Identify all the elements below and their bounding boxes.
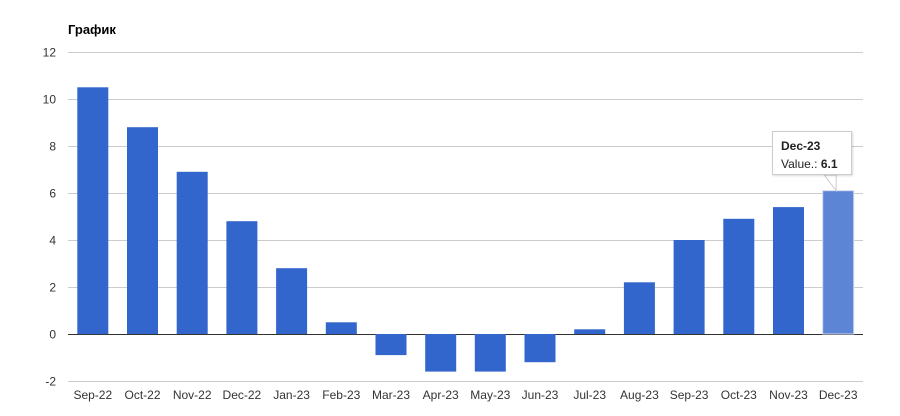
x-tick-label: Sep-22 <box>73 388 112 402</box>
chart-title: График <box>68 22 116 37</box>
bar-dec-22[interactable] <box>226 221 258 334</box>
y-axis-ticks: -2 0 2 4 6 8 10 12 <box>43 46 57 389</box>
bar-oct-22[interactable] <box>127 127 158 334</box>
x-tick-label: Mar-23 <box>372 388 410 402</box>
x-tick-label: Jun-23 <box>522 388 559 402</box>
bar-dec-23[interactable] <box>822 190 855 335</box>
x-tick-label: Jan-23 <box>273 388 310 402</box>
bar-jun-23[interactable] <box>524 334 556 363</box>
bar-oct-23[interactable] <box>723 218 755 334</box>
x-tick-label: Sep-23 <box>670 388 709 402</box>
x-tick-label: Dec-23 <box>819 388 858 402</box>
bar-aug-23[interactable] <box>623 282 655 334</box>
tooltip-value: 6.1 <box>820 157 838 171</box>
bar-nov-22[interactable] <box>176 171 208 334</box>
bar-feb-23[interactable] <box>325 322 357 335</box>
tooltip-value-label: Value.: <box>781 157 818 171</box>
tooltip-pointer <box>823 174 837 193</box>
x-tick-label: Oct-22 <box>124 388 160 402</box>
x-tick-label: Nov-22 <box>173 388 212 402</box>
x-tick-label: May-23 <box>470 388 510 402</box>
tooltip-value-row: Value.: 6.1 <box>781 157 851 171</box>
y-tick-label: -2 <box>45 375 56 389</box>
x-tick-label: Feb-23 <box>322 388 360 402</box>
tooltip: Dec-23 Value.: 6.1 <box>772 131 852 175</box>
y-tick-label: 4 <box>49 234 56 248</box>
x-tick-label: Apr-23 <box>423 388 459 402</box>
y-tick-label: 12 <box>43 46 57 60</box>
x-tick-label: Dec-22 <box>223 388 262 402</box>
x-axis-ticks: Sep-22 Oct-22 Nov-22 Dec-22 Jan-23 Feb-23 Mar-… <box>73 388 857 402</box>
bar-jan-23[interactable] <box>276 268 308 334</box>
x-tick-label: Oct-23 <box>721 388 757 402</box>
bar-sep-23[interactable] <box>673 240 705 334</box>
x-tick-label: Aug-23 <box>620 388 659 402</box>
bars <box>77 87 855 372</box>
tooltip-title: Dec-23 <box>781 139 821 153</box>
bar-apr-23[interactable] <box>425 334 457 372</box>
y-tick-label: 8 <box>49 140 56 154</box>
tooltip-arrow <box>823 174 837 193</box>
y-tick-label: 0 <box>49 328 56 342</box>
bar-jul-23[interactable] <box>574 329 606 334</box>
bar-mar-23[interactable] <box>375 334 407 356</box>
y-tick-label: 2 <box>49 281 56 295</box>
bar-nov-23[interactable] <box>773 207 804 334</box>
x-tick-label: Nov-23 <box>769 388 808 402</box>
bar-may-23[interactable] <box>474 334 506 372</box>
y-tick-label: 10 <box>43 93 57 107</box>
bar-sep-22[interactable] <box>77 87 109 335</box>
y-tick-label: 6 <box>49 187 56 201</box>
x-tick-label: Jul-23 <box>573 388 606 402</box>
